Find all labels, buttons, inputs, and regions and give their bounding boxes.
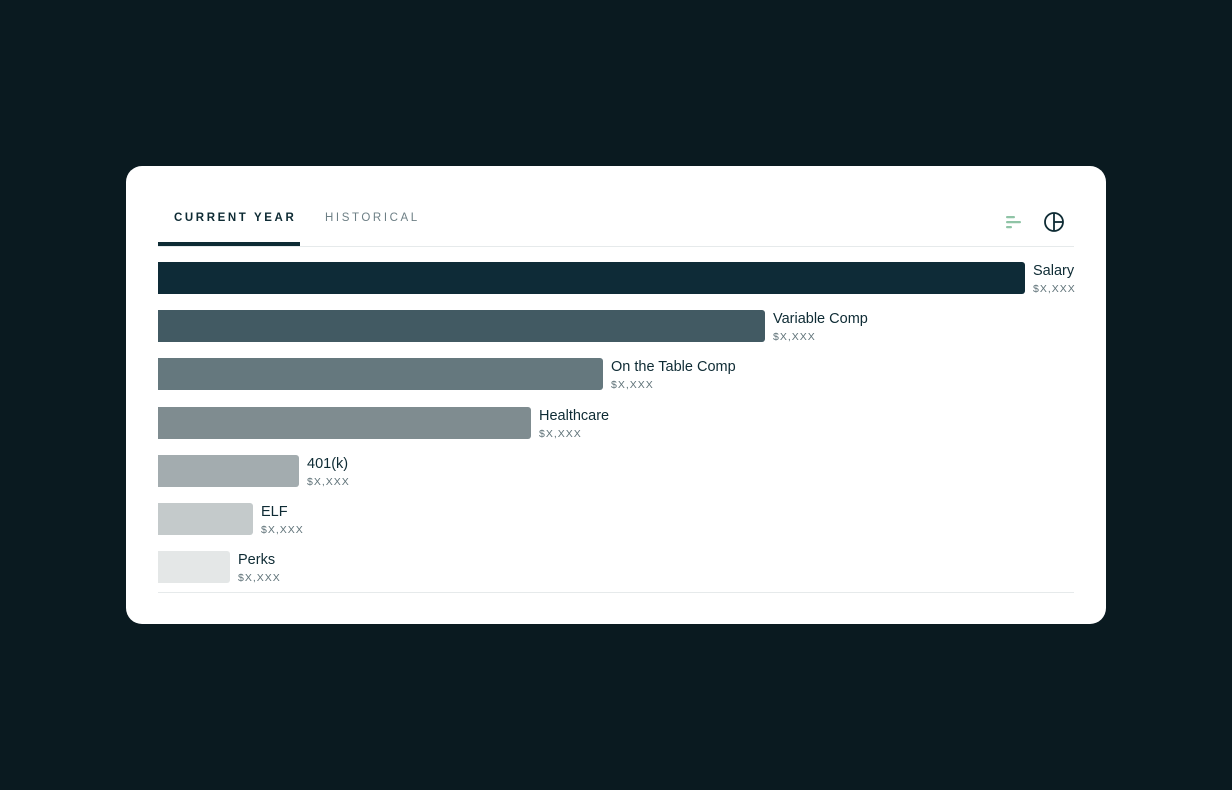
bar-row: Salary $X,XXX	[158, 262, 1076, 296]
bar-row: On the Table Comp $X,XXX	[158, 358, 1074, 392]
bar-label: ELF	[261, 504, 288, 520]
bar-value: $X,XXX	[238, 572, 281, 585]
bar-value: $X,XXX	[261, 524, 304, 536]
bar-label: Variable Comp	[773, 311, 868, 328]
bar-row: Perks $X,XXX	[158, 551, 1074, 585]
bar[interactable]	[158, 262, 1025, 294]
bar-chart-icon[interactable]	[1002, 210, 1026, 234]
bar-label: Salary	[1033, 263, 1075, 279]
tab-historical[interactable]: HISTORICAL	[325, 212, 420, 224]
bar[interactable]	[158, 310, 765, 343]
bar-row: ELF $X,XXX	[158, 503, 1074, 537]
bar-value: $X,XXX	[1033, 283, 1076, 295]
bar-row: Healthcare $X,XXX	[158, 406, 1074, 441]
bar-label: Healthcare	[539, 407, 610, 424]
bar[interactable]	[158, 406, 531, 439]
bar-label: 401(k)	[307, 455, 349, 472]
bar-value: $X,XXX	[307, 475, 350, 488]
bar-row: 401(k) $X,XXX	[158, 454, 1074, 489]
tab-current-year[interactable]: CURRENT YEAR	[174, 212, 297, 224]
bar[interactable]	[158, 551, 230, 584]
compensation-bar-chart: Salary $X,XXX Variable Comp $X,XXX On the Ta…	[158, 258, 1076, 593]
bar-value: $X,XXX	[773, 331, 816, 344]
tab-bar: CURRENT YEAR HISTORICAL	[158, 194, 1074, 247]
pie-chart-icon[interactable]	[1042, 210, 1066, 234]
active-tab-indicator	[158, 242, 300, 246]
bar-label: Perks	[238, 552, 276, 569]
bar-value: $X,XXX	[539, 427, 582, 440]
bar-value: $X,XXX	[611, 379, 654, 392]
bar[interactable]	[158, 358, 603, 391]
compensation-card: CURRENT YEAR HISTORICAL Salary $X,XXX Vari…	[126, 166, 1106, 624]
bar[interactable]	[158, 503, 253, 535]
bar-label: On the Table Comp	[611, 359, 736, 376]
bar[interactable]	[158, 454, 299, 487]
bar-row: Variable Comp $X,XXX	[158, 310, 1074, 344]
